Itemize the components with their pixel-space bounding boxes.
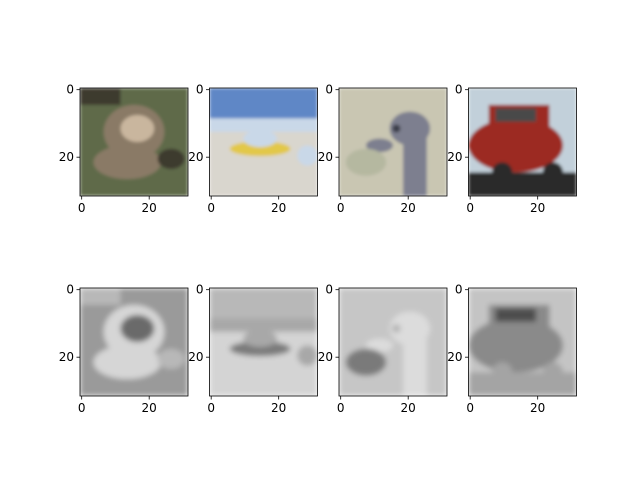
panel-image: [339, 88, 447, 196]
y-tick-label: 20: [188, 150, 203, 164]
x-tick-label: 0: [466, 401, 474, 415]
panel-frame: [468, 87, 577, 197]
scene-backdrop: [339, 288, 447, 396]
scene-riders: [243, 330, 277, 348]
y-tick-label: 20: [59, 150, 74, 164]
scene-boat: [229, 341, 291, 357]
x-tick-label: 0: [466, 201, 474, 215]
scene-eye: [392, 124, 401, 133]
y-tick-label: 20: [447, 150, 462, 164]
panel-image: [209, 88, 318, 196]
image-panel-2: 0 20 0 20: [188, 83, 318, 215]
image-panel-8: 0 20 0 20: [447, 283, 577, 415]
image-panel-7: 0 20 0 20: [318, 283, 448, 415]
scene-wheel: [492, 362, 513, 383]
y-tick-label: 0: [196, 283, 204, 297]
scene-eye: [392, 324, 401, 333]
y-tick-label: 20: [318, 150, 333, 164]
x-tick-label: 20: [401, 201, 416, 215]
image-panel-6: 0 20 0 20: [188, 283, 318, 415]
y-tick-label: 0: [196, 83, 204, 97]
y-tick-label: 0: [455, 283, 463, 297]
scene-wheel: [492, 162, 513, 183]
panel-image: [468, 288, 577, 396]
image-panel-4: 0 20 0 20: [447, 83, 577, 215]
scene-wheel: [542, 162, 563, 183]
panel-frame: [209, 87, 318, 197]
panel-frame: [338, 287, 448, 397]
x-tick-label: 20: [271, 201, 286, 215]
panel-image: [339, 288, 447, 396]
panel-frame: [468, 287, 577, 397]
scene-wheel: [542, 362, 563, 383]
panel-image: [80, 288, 188, 396]
scene-car-body: [468, 318, 563, 373]
panel-image: [468, 88, 577, 196]
x-tick-label: 0: [78, 401, 86, 415]
scene-blob: [345, 348, 387, 376]
scene-subject-body: [93, 345, 161, 380]
y-tick-label: 0: [66, 283, 74, 297]
scene-beak: [366, 338, 393, 353]
scene-patch: [80, 88, 121, 105]
scene-neck: [403, 335, 427, 396]
y-tick-label: 20: [318, 350, 333, 364]
x-tick-label: 0: [337, 201, 345, 215]
scene-blob: [345, 148, 387, 176]
x-tick-label: 0: [337, 401, 345, 415]
scene-object: [297, 345, 318, 366]
y-tick-label: 20: [447, 350, 462, 364]
x-tick-label: 20: [142, 401, 157, 415]
panel-image: [80, 88, 188, 196]
image-panel-1: 0 20 0 20: [59, 83, 189, 215]
x-tick-label: 0: [78, 201, 86, 215]
y-tick-label: 20: [188, 350, 203, 364]
scene-object: [297, 145, 318, 166]
scene-car-body: [468, 118, 563, 173]
x-tick-label: 20: [401, 401, 416, 415]
x-tick-label: 20: [142, 201, 157, 215]
y-tick-label: 20: [59, 350, 74, 364]
y-tick-label: 0: [66, 83, 74, 97]
x-tick-label: 0: [207, 201, 215, 215]
image-panel-5: 0 20 0 20: [59, 283, 189, 415]
x-tick-label: 20: [530, 201, 545, 215]
scene-boat: [229, 141, 291, 157]
scene-car-window: [495, 308, 536, 322]
y-tick-label: 0: [455, 83, 463, 97]
image-panel-3: 0 20 0 20: [318, 83, 448, 215]
x-tick-label: 20: [530, 401, 545, 415]
panel-frame: [79, 287, 189, 397]
scene-highlight: [120, 315, 155, 342]
y-tick-label: 0: [325, 83, 333, 97]
scene-backdrop: [339, 88, 447, 196]
panel-image: [209, 288, 318, 396]
scene-shadow: [157, 148, 185, 169]
panel-frame: [209, 287, 318, 397]
scene-horizon: [209, 318, 318, 332]
scene-horizon: [209, 118, 318, 132]
scene-car-window: [495, 108, 536, 122]
x-tick-label: 20: [271, 401, 286, 415]
scene-subject-body: [93, 145, 161, 180]
scene-neck: [403, 135, 427, 196]
x-tick-label: 0: [207, 401, 215, 415]
scene-riders: [243, 130, 277, 148]
scene-highlight: [120, 115, 155, 142]
panel-frame: [338, 87, 448, 197]
y-tick-label: 0: [325, 283, 333, 297]
scene-beak: [366, 138, 393, 153]
panel-frame: [79, 87, 189, 197]
scene-patch: [80, 288, 121, 305]
scene-shadow: [157, 348, 185, 369]
